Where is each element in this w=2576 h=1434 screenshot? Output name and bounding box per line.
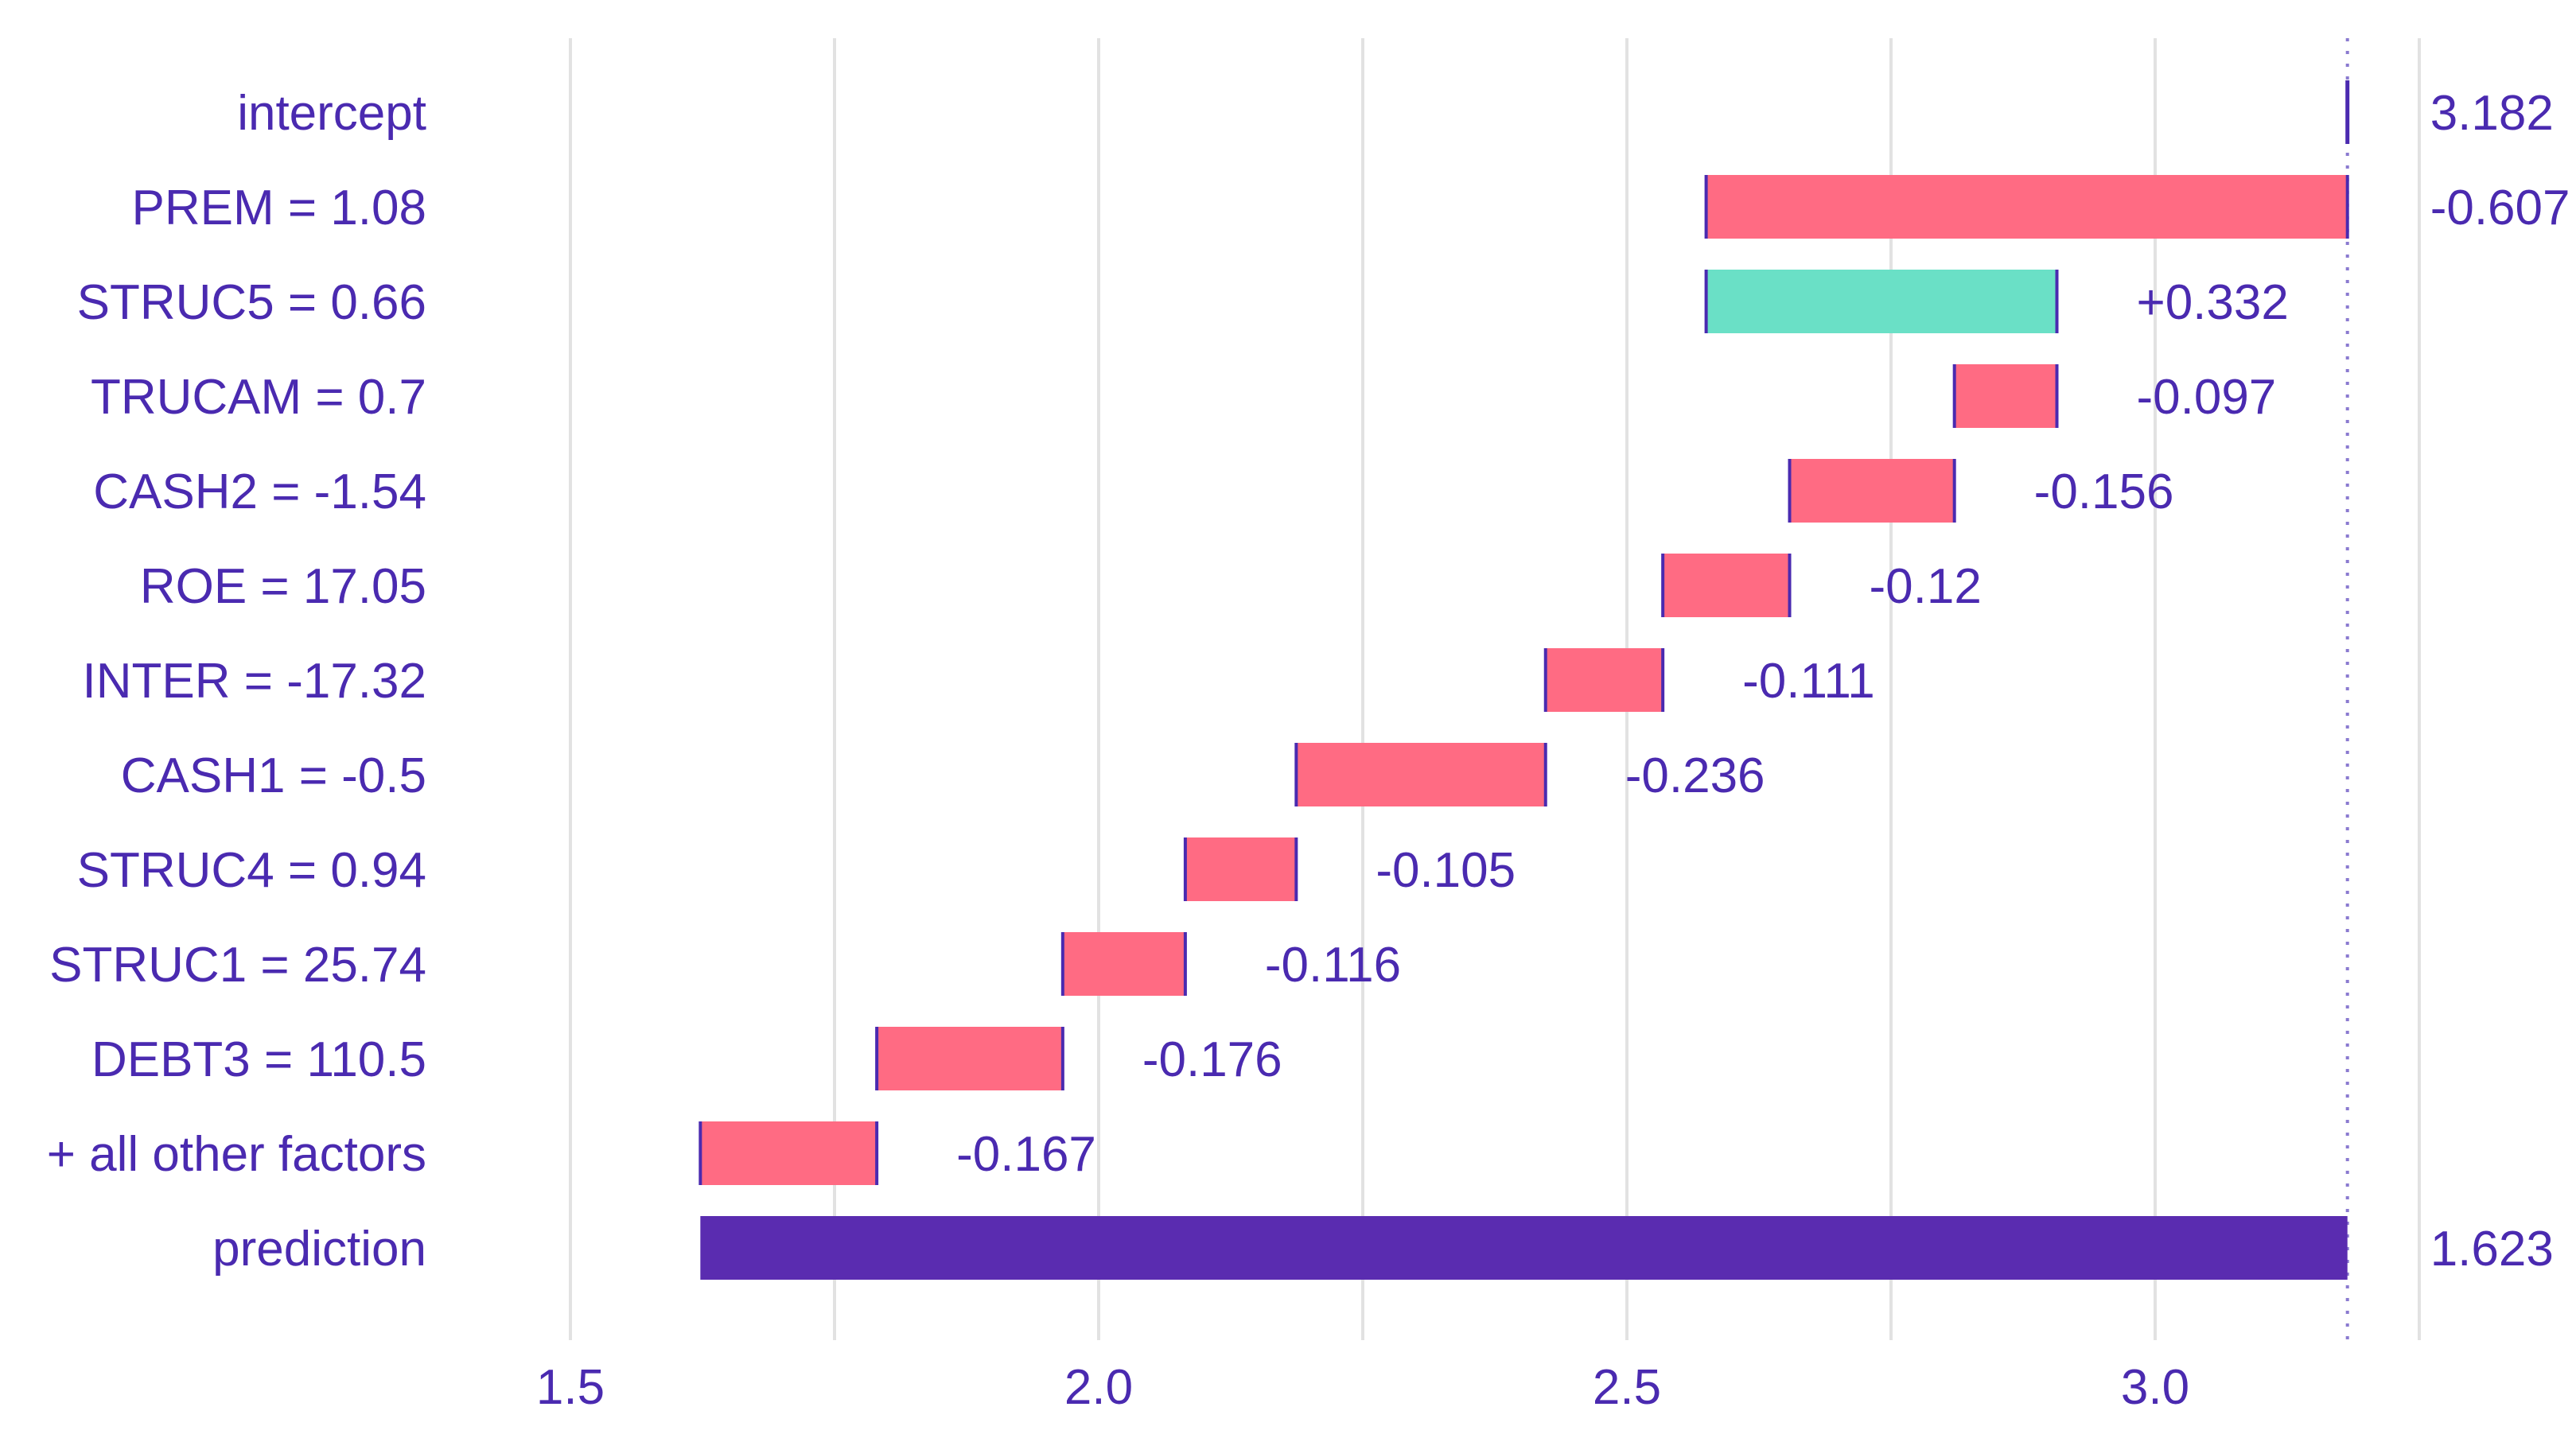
negative-contribution-bar — [700, 1121, 877, 1185]
value-label: -0.105 — [1376, 843, 1516, 898]
value-label: -0.12 — [1870, 559, 1982, 614]
row-label: TRUCAM = 0.7 — [91, 370, 426, 425]
text-layer: 1.5 2.0 2.5 3.0 intercept 3.182 PREM = 1.08 -0.… — [47, 86, 2570, 1415]
value-label: -0.097 — [2136, 370, 2276, 425]
row-label: STRUC4 = 0.94 — [77, 843, 426, 898]
row-label: prediction — [212, 1222, 426, 1277]
value-label: 3.182 — [2430, 86, 2554, 141]
negative-contribution-bar — [1296, 743, 1546, 806]
prediction-bar — [700, 1216, 2348, 1280]
negative-contribution-bar — [1185, 837, 1297, 901]
value-label: 1.623 — [2430, 1222, 2554, 1277]
negative-contribution-bar — [1706, 175, 2348, 239]
negative-contribution-bar — [877, 1027, 1063, 1090]
value-label: -0.116 — [1265, 938, 1401, 993]
x-tick-label: 2.0 — [1064, 1360, 1133, 1415]
row-label: CASH2 = -1.54 — [93, 464, 426, 519]
x-tick-label: 3.0 — [2121, 1360, 2189, 1415]
negative-contribution-bar — [1545, 648, 1664, 712]
value-label: -0.607 — [2430, 181, 2570, 235]
row-label: ROE = 17.05 — [140, 559, 426, 614]
negative-contribution-bar — [1062, 932, 1185, 996]
row-label: DEBT3 = 110.5 — [91, 1032, 426, 1087]
row-label: CASH1 = -0.5 — [121, 748, 426, 803]
value-label: -0.156 — [2034, 464, 2174, 519]
row-label: + all other factors — [47, 1127, 426, 1182]
row-label: STRUC1 = 25.74 — [49, 938, 426, 993]
value-label: +0.332 — [2136, 275, 2288, 330]
negative-contribution-bar — [1789, 459, 1955, 523]
negative-contribution-bar — [1954, 364, 2057, 428]
row-label: intercept — [237, 86, 426, 141]
negative-contribution-bar — [1663, 554, 1790, 617]
value-label: -0.236 — [1625, 748, 1765, 803]
bar-layer — [698, 80, 2350, 1280]
value-label: -0.111 — [1742, 654, 1875, 709]
x-tick-label: 2.5 — [1593, 1360, 1661, 1415]
x-tick-label: 1.5 — [536, 1360, 605, 1415]
positive-contribution-bar — [1706, 270, 2057, 333]
value-label: -0.167 — [956, 1127, 1096, 1182]
value-label: -0.176 — [1142, 1032, 1282, 1087]
row-label: PREM = 1.08 — [132, 181, 426, 235]
row-label: STRUC5 = 0.66 — [77, 275, 426, 330]
row-label: INTER = -17.32 — [83, 654, 426, 709]
